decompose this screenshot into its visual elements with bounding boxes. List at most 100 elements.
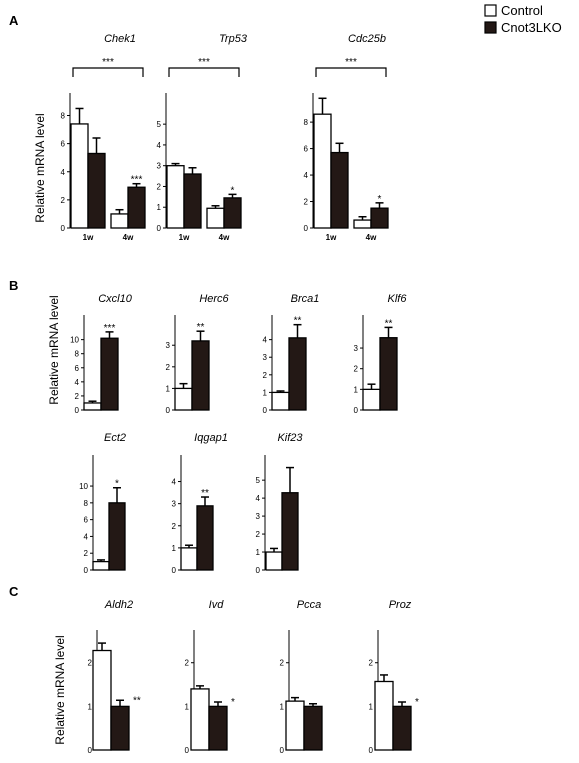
x-tick-label: 4w <box>123 233 134 242</box>
chart-title-aldh2: Aldh2 <box>104 599 133 611</box>
y-tick-label: 4 <box>157 141 162 150</box>
y-tick-label: 1 <box>263 388 268 397</box>
bar-aldh2-control <box>92 649 112 751</box>
legend-label-control: Control <box>501 3 543 18</box>
chart-aldh2: Aldh2 0 1 2 ** <box>88 599 141 755</box>
bar-kif23-control <box>265 551 283 571</box>
y-tick-label: 4 <box>256 494 261 503</box>
y-tick-label: 0 <box>84 566 89 575</box>
bar-trp53-control-4w <box>206 207 225 229</box>
chart-title-iqgap1: Iqgap1 <box>194 432 228 444</box>
bar-iqgap1-knockout <box>196 505 214 571</box>
chart-iqgap1: Iqgap1 0 1 2 3 4 ** <box>172 432 228 575</box>
significance-bracket <box>315 67 387 77</box>
chart-title-herc6: Herc6 <box>199 293 229 305</box>
bar-cxcl10-knockout <box>100 337 119 411</box>
y-tick-label: 6 <box>304 145 309 154</box>
chart-ivd: Ivd 0 1 2 * <box>185 599 235 755</box>
bar-klf6-knockout <box>379 337 398 411</box>
y-tick-label: 2 <box>157 182 162 191</box>
y-tick-label: 0 <box>263 406 268 415</box>
y-tick-label: 2 <box>280 659 285 668</box>
bar-trp53-knockout-1w <box>183 173 202 229</box>
chart-title-trp53: Trp53 <box>219 33 248 45</box>
legend-label-knockout: Cnot3LKO <box>501 20 562 35</box>
y-tick-label: 0 <box>354 406 359 415</box>
y-tick-label: 2 <box>354 365 359 374</box>
y-tick-label: 1 <box>369 702 374 711</box>
chart-ect2: Ect2 0 2 4 6 8 10 * <box>79 432 126 575</box>
y-tick-label: 8 <box>304 118 309 127</box>
x-tick-label: 1w <box>83 233 94 242</box>
bar-trp53-control-1w <box>166 165 185 229</box>
y-tick-label: 4 <box>61 168 66 177</box>
chart-brca1: Brca1 0 1 2 3 4 ** <box>263 293 320 415</box>
y-tick-label: 4 <box>304 171 309 180</box>
significance-label: ** <box>385 318 393 329</box>
chart-chek1: Chek1 0 2 4 6 8 1w 4w *** *** <box>61 33 146 242</box>
bar-kif23-knockout <box>281 492 299 571</box>
y-tick-label: 2 <box>185 659 190 668</box>
legend-swatch-knockout <box>484 21 497 34</box>
bar-herc6-control <box>174 387 193 411</box>
y-tick-label: 1 <box>88 702 93 711</box>
y-tick-label: 3 <box>157 162 162 171</box>
y-tick-label: 8 <box>75 350 80 359</box>
chart-pcca: Pcca 0 1 2 <box>280 599 323 755</box>
significance-label: *** <box>104 323 116 334</box>
chart-title-cxcl10: Cxcl10 <box>98 293 133 305</box>
y-tick-label: 0 <box>157 224 162 233</box>
y-tick-label: 10 <box>79 482 88 491</box>
bar-brca1-control <box>271 391 290 411</box>
bar-herc6-knockout <box>191 340 210 411</box>
y-axis-label-c: Relative mRNA level <box>53 635 67 744</box>
bar-pcca-knockout <box>303 705 323 751</box>
bar-chek1-knockout-1w <box>87 152 106 229</box>
y-tick-label: 4 <box>263 336 268 345</box>
bar-cxcl10-control <box>83 402 102 411</box>
significance-label: ** <box>201 488 209 499</box>
significance-label: * <box>415 697 419 708</box>
chart-title-ect2: Ect2 <box>104 432 126 444</box>
bar-brca1-knockout <box>288 337 307 411</box>
y-tick-label: 8 <box>61 112 66 121</box>
y-tick-label: 2 <box>304 198 309 207</box>
y-tick-label: 0 <box>166 406 171 415</box>
panel-label-a: A <box>9 13 19 28</box>
chart-proz: Proz 0 1 2 * <box>369 599 419 755</box>
significance-label: *** <box>345 57 357 68</box>
bar-proz-knockout <box>392 705 412 751</box>
y-tick-label: 1 <box>256 548 261 557</box>
x-tick-label: 4w <box>219 233 230 242</box>
y-tick-label: 0 <box>185 746 190 755</box>
bar-trp53-knockout-4w <box>223 197 242 229</box>
chart-title-cdc25b: Cdc25b <box>348 33 386 45</box>
y-tick-label: 3 <box>172 500 177 509</box>
y-tick-label: 4 <box>172 478 177 487</box>
bar-aldh2-knockout <box>110 705 130 751</box>
y-tick-label: 1 <box>280 702 285 711</box>
y-tick-label: 2 <box>256 530 261 539</box>
x-tick-label: 4w <box>366 233 377 242</box>
y-tick-label: 3 <box>263 353 268 362</box>
bar-cdc25b-control-4w <box>353 219 372 229</box>
y-tick-label: 4 <box>84 532 89 541</box>
y-tick-label: 0 <box>256 566 261 575</box>
chart-herc6: Herc6 0 1 2 3 ** <box>166 293 230 415</box>
y-tick-label: 5 <box>256 476 261 485</box>
bar-chek1-control-1w <box>70 123 89 229</box>
bar-ect2-control <box>92 560 110 571</box>
y-tick-label: 1 <box>354 385 359 394</box>
significance-label: *** <box>131 175 143 186</box>
y-tick-label: 1 <box>172 544 177 553</box>
y-axis-label-a: Relative mRNA level <box>33 113 47 222</box>
bar-cdc25b-knockout-4w <box>370 207 389 229</box>
significance-bracket <box>168 67 240 77</box>
bar-ect2-knockout <box>108 502 126 571</box>
y-tick-label: 3 <box>166 341 171 350</box>
chart-cxcl10: Cxcl10 0 2 4 6 8 10 *** <box>70 293 133 415</box>
panel-labels: A B C Relative mRNA level Relative mRNA … <box>9 13 67 745</box>
y-tick-label: 2 <box>369 659 374 668</box>
bar-ivd-control <box>190 688 210 751</box>
